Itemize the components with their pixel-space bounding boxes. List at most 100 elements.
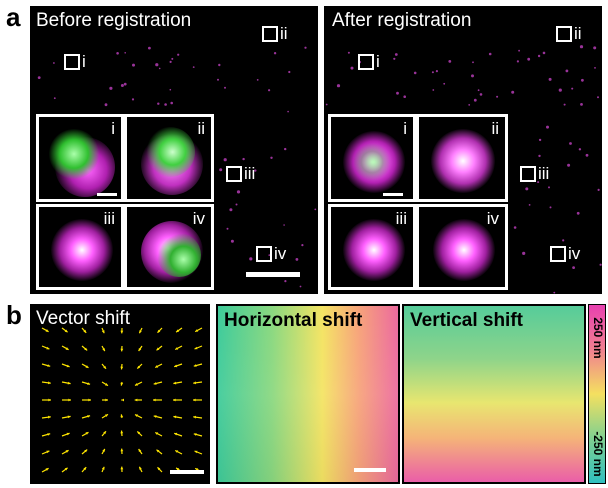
localization-dot	[350, 66, 354, 70]
localization-dot	[581, 78, 584, 82]
localization-dot	[287, 110, 289, 113]
shift-arrow-head	[193, 415, 196, 419]
shift-arrow-head	[66, 432, 70, 436]
localization-dot	[567, 163, 571, 167]
roi-label-iii: iii	[538, 164, 550, 183]
shift-arrow-head	[45, 329, 49, 332]
localization-dot	[548, 186, 550, 189]
localization-dot	[273, 52, 277, 55]
localization-dot	[594, 67, 596, 69]
localization-dot	[578, 148, 582, 151]
inset-i: i	[36, 114, 124, 202]
shift-arrow-head	[68, 398, 71, 402]
localization-dot	[301, 244, 304, 247]
vertical-shift-panel: Vertical shift	[402, 304, 586, 484]
localization-dot	[443, 82, 446, 85]
localization-dot	[580, 103, 583, 106]
scalebar-a	[246, 272, 300, 277]
roi-label-ii: ii	[574, 24, 582, 43]
shift-arrow-head	[138, 348, 142, 351]
inset-label-i: i	[403, 119, 407, 138]
localization-dot	[299, 285, 302, 288]
localization-dot	[177, 53, 180, 56]
shift-arrow-head	[155, 365, 159, 368]
localization-dot	[473, 98, 477, 102]
shift-arrow-head	[176, 329, 180, 333]
localization-dot	[393, 57, 396, 60]
localization-dot	[230, 239, 234, 243]
roi-label-i: i	[376, 52, 380, 71]
shift-arrow-head	[139, 466, 142, 470]
inset-iii: iii	[328, 204, 416, 290]
shift-arrow-head	[173, 381, 177, 385]
localization-dot	[53, 97, 56, 100]
localization-dot	[314, 208, 317, 211]
roi-iii	[226, 166, 242, 182]
localization-dot	[448, 60, 452, 63]
inset-ii: ii	[124, 114, 214, 202]
localization-dot	[431, 71, 434, 74]
shift-arrow-head	[134, 398, 138, 402]
inset-iii: iii	[36, 204, 124, 290]
localization-dot	[120, 84, 124, 87]
shift-arrow-head	[87, 382, 91, 385]
dots-layer	[37, 46, 317, 288]
shift-arrow-head	[176, 467, 180, 471]
localization-dot	[235, 203, 238, 206]
localization-dot	[599, 263, 602, 266]
shift-arrow-head	[85, 432, 89, 435]
shift-arrow-head	[105, 414, 108, 417]
localization-dot	[562, 239, 565, 242]
panel-letter-a: a	[6, 2, 21, 32]
localization-dot	[516, 60, 519, 63]
localization-dot	[268, 89, 271, 92]
shift-arrow-head	[83, 329, 87, 333]
localization-dot	[479, 93, 483, 96]
localization-dot	[597, 188, 600, 191]
localization-dot	[123, 82, 127, 86]
shift-arrow-head	[48, 398, 51, 402]
localization-dot	[104, 103, 108, 107]
localization-dot	[157, 102, 160, 105]
shift-arrow-head	[102, 448, 105, 452]
localization-dot	[249, 257, 253, 261]
localization-dot	[522, 251, 526, 255]
localization-dot	[394, 53, 398, 56]
shift-arrow-head	[195, 468, 199, 471]
shift-arrow-head	[83, 467, 87, 471]
localization-dot	[546, 125, 549, 129]
localization-dot	[597, 96, 599, 99]
localization-dot	[132, 63, 135, 67]
shift-arrow-head	[101, 466, 105, 470]
localization-dot	[527, 57, 531, 61]
shift-arrow-head	[67, 415, 71, 419]
localization-dot	[284, 280, 287, 283]
localization-dot	[538, 154, 541, 158]
localization-dot	[488, 52, 492, 56]
inset-label-iii: iii	[103, 209, 115, 228]
vector-field	[41, 327, 203, 473]
localization-dot	[563, 103, 566, 106]
localization-dot	[116, 52, 119, 55]
shift-arrow-head	[175, 450, 179, 453]
shift-arrow-head	[138, 449, 142, 452]
before-title: Before registration	[36, 10, 192, 31]
localization-dot	[155, 63, 159, 67]
localization-dot	[242, 157, 245, 161]
roi-label-i: i	[82, 52, 86, 71]
shift-arrow-head	[120, 382, 124, 386]
shift-arrow-head	[103, 431, 106, 435]
shift-arrow-head	[85, 365, 89, 368]
localization-dot	[569, 142, 572, 145]
shift-arrow-head	[194, 346, 198, 350]
shift-arrow-head	[84, 449, 88, 453]
shift-arrow-head	[87, 415, 91, 418]
localization-dot	[576, 211, 580, 215]
localization-dot	[528, 204, 531, 206]
roi-ii	[556, 26, 572, 42]
localization-dot	[218, 63, 221, 67]
shift-arrow-head	[120, 430, 124, 434]
shift-arrow-head	[66, 364, 70, 368]
localization-dot	[538, 138, 542, 142]
shift-arrow-head	[120, 348, 124, 352]
